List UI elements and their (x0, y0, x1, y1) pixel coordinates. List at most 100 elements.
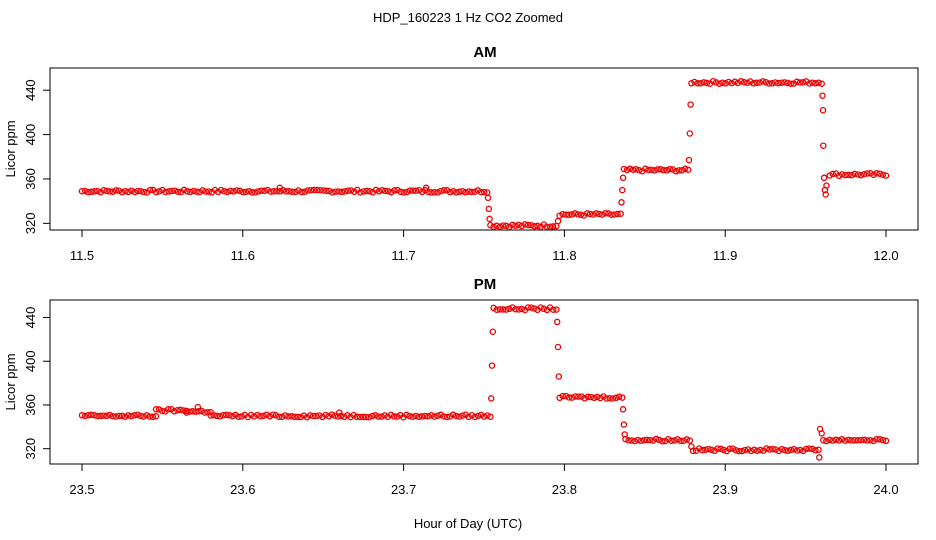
pm-data-point (216, 412, 224, 420)
am-data-point (295, 187, 302, 194)
am-x-tick-label: 11.9 (713, 248, 737, 263)
am-data-point (375, 188, 383, 195)
pm-data-point (744, 446, 752, 453)
pm-data-point (359, 413, 367, 421)
am-data-point (193, 188, 200, 195)
am-data-point (608, 211, 615, 218)
am-data-point (125, 188, 132, 196)
pm-data-point (702, 446, 709, 454)
pm-data-point (487, 395, 495, 402)
am-data-point (419, 188, 426, 196)
pm-data-point (140, 413, 147, 420)
pm-data-point (471, 413, 479, 421)
pm-data-point (186, 408, 193, 415)
pm-data-point (584, 393, 592, 401)
am-data-point (449, 187, 457, 195)
pm-data-point (729, 445, 737, 452)
pm-data-point (128, 412, 135, 420)
pm-data-point (659, 437, 666, 445)
pm-data-point (502, 306, 510, 313)
pm-data-point (879, 436, 887, 444)
am-data-point (549, 223, 557, 230)
pm-data-point (637, 437, 645, 445)
pm-data-point (164, 406, 172, 413)
pm-data-point (717, 445, 724, 453)
pm-data-point (331, 412, 339, 419)
pm-data-point (609, 395, 617, 402)
am-data-point (620, 165, 628, 173)
am-data-point (276, 188, 284, 195)
am-data-point (509, 221, 516, 229)
am-data-point (515, 221, 522, 229)
am-data-point (596, 210, 603, 218)
pm-data-point (818, 430, 825, 437)
pm-data-point (683, 436, 691, 443)
pm-data-point (820, 436, 827, 444)
pm-data-point (643, 436, 651, 444)
pm-data-point (219, 412, 227, 419)
am-data-point (84, 188, 92, 196)
pm-data-point (587, 393, 595, 401)
pm-data-point (266, 413, 273, 420)
pm-data-point (247, 411, 255, 419)
pm-data-point (750, 446, 758, 454)
pm-data-point (322, 411, 329, 419)
am-data-point (835, 172, 843, 180)
am-data-point (731, 78, 739, 86)
am-data-point (759, 78, 767, 85)
am-data-point (341, 188, 349, 195)
am-data-point (762, 78, 770, 86)
am-data-point (867, 170, 874, 177)
am-data-point (657, 166, 664, 173)
am-data-point (822, 191, 829, 198)
pm-data-point (106, 411, 113, 419)
am-data-point (230, 188, 237, 195)
pm-data-point (425, 412, 432, 420)
am-data-point (691, 78, 698, 86)
pm-data-point (158, 407, 166, 415)
am-data-point (156, 188, 163, 195)
am-data-point (672, 168, 680, 175)
pm-data-point (655, 436, 663, 444)
am-data-point (577, 211, 585, 218)
pm-data-point (575, 393, 582, 400)
pm-x-tick-label: 23.5 (69, 482, 94, 497)
pm-data-point (489, 328, 497, 335)
pm-data-point (851, 436, 858, 444)
am-data-point (775, 79, 782, 87)
pm-data-point (778, 445, 786, 453)
pm-data-point (619, 394, 626, 401)
pm-data-point (375, 413, 382, 420)
am-data-point (183, 188, 191, 195)
am-data-point (685, 156, 693, 164)
am-data-point (221, 187, 228, 195)
am-x-tick-label: 11.8 (552, 248, 576, 263)
am-data-point (78, 187, 86, 195)
am-data-point (694, 80, 701, 87)
am-data-point (623, 166, 631, 174)
am-data-point (725, 78, 732, 86)
am-data-point (109, 188, 117, 195)
pm-data-point (680, 437, 687, 444)
am-data-point (400, 189, 407, 196)
pm-data-point (149, 413, 157, 421)
am-data-point (614, 210, 621, 218)
pm-plot-frame (49, 299, 919, 465)
pm-data-point (118, 412, 126, 420)
pm-data-point (784, 447, 792, 455)
am-data-point (255, 188, 262, 195)
am-data-point (820, 174, 828, 182)
am-data-point (818, 80, 825, 87)
pm-data-point (499, 306, 507, 313)
am-data-point (384, 187, 392, 195)
pm-data-point (838, 436, 846, 443)
pm-data-point (131, 412, 138, 419)
am-y-tick-label: 440 (23, 79, 38, 101)
am-data-point (583, 210, 591, 217)
pm-data-point (873, 436, 880, 443)
am-data-point (487, 221, 494, 229)
am-data-point (626, 165, 634, 173)
pm-data-point (640, 437, 648, 444)
pm-data-point (480, 413, 488, 420)
